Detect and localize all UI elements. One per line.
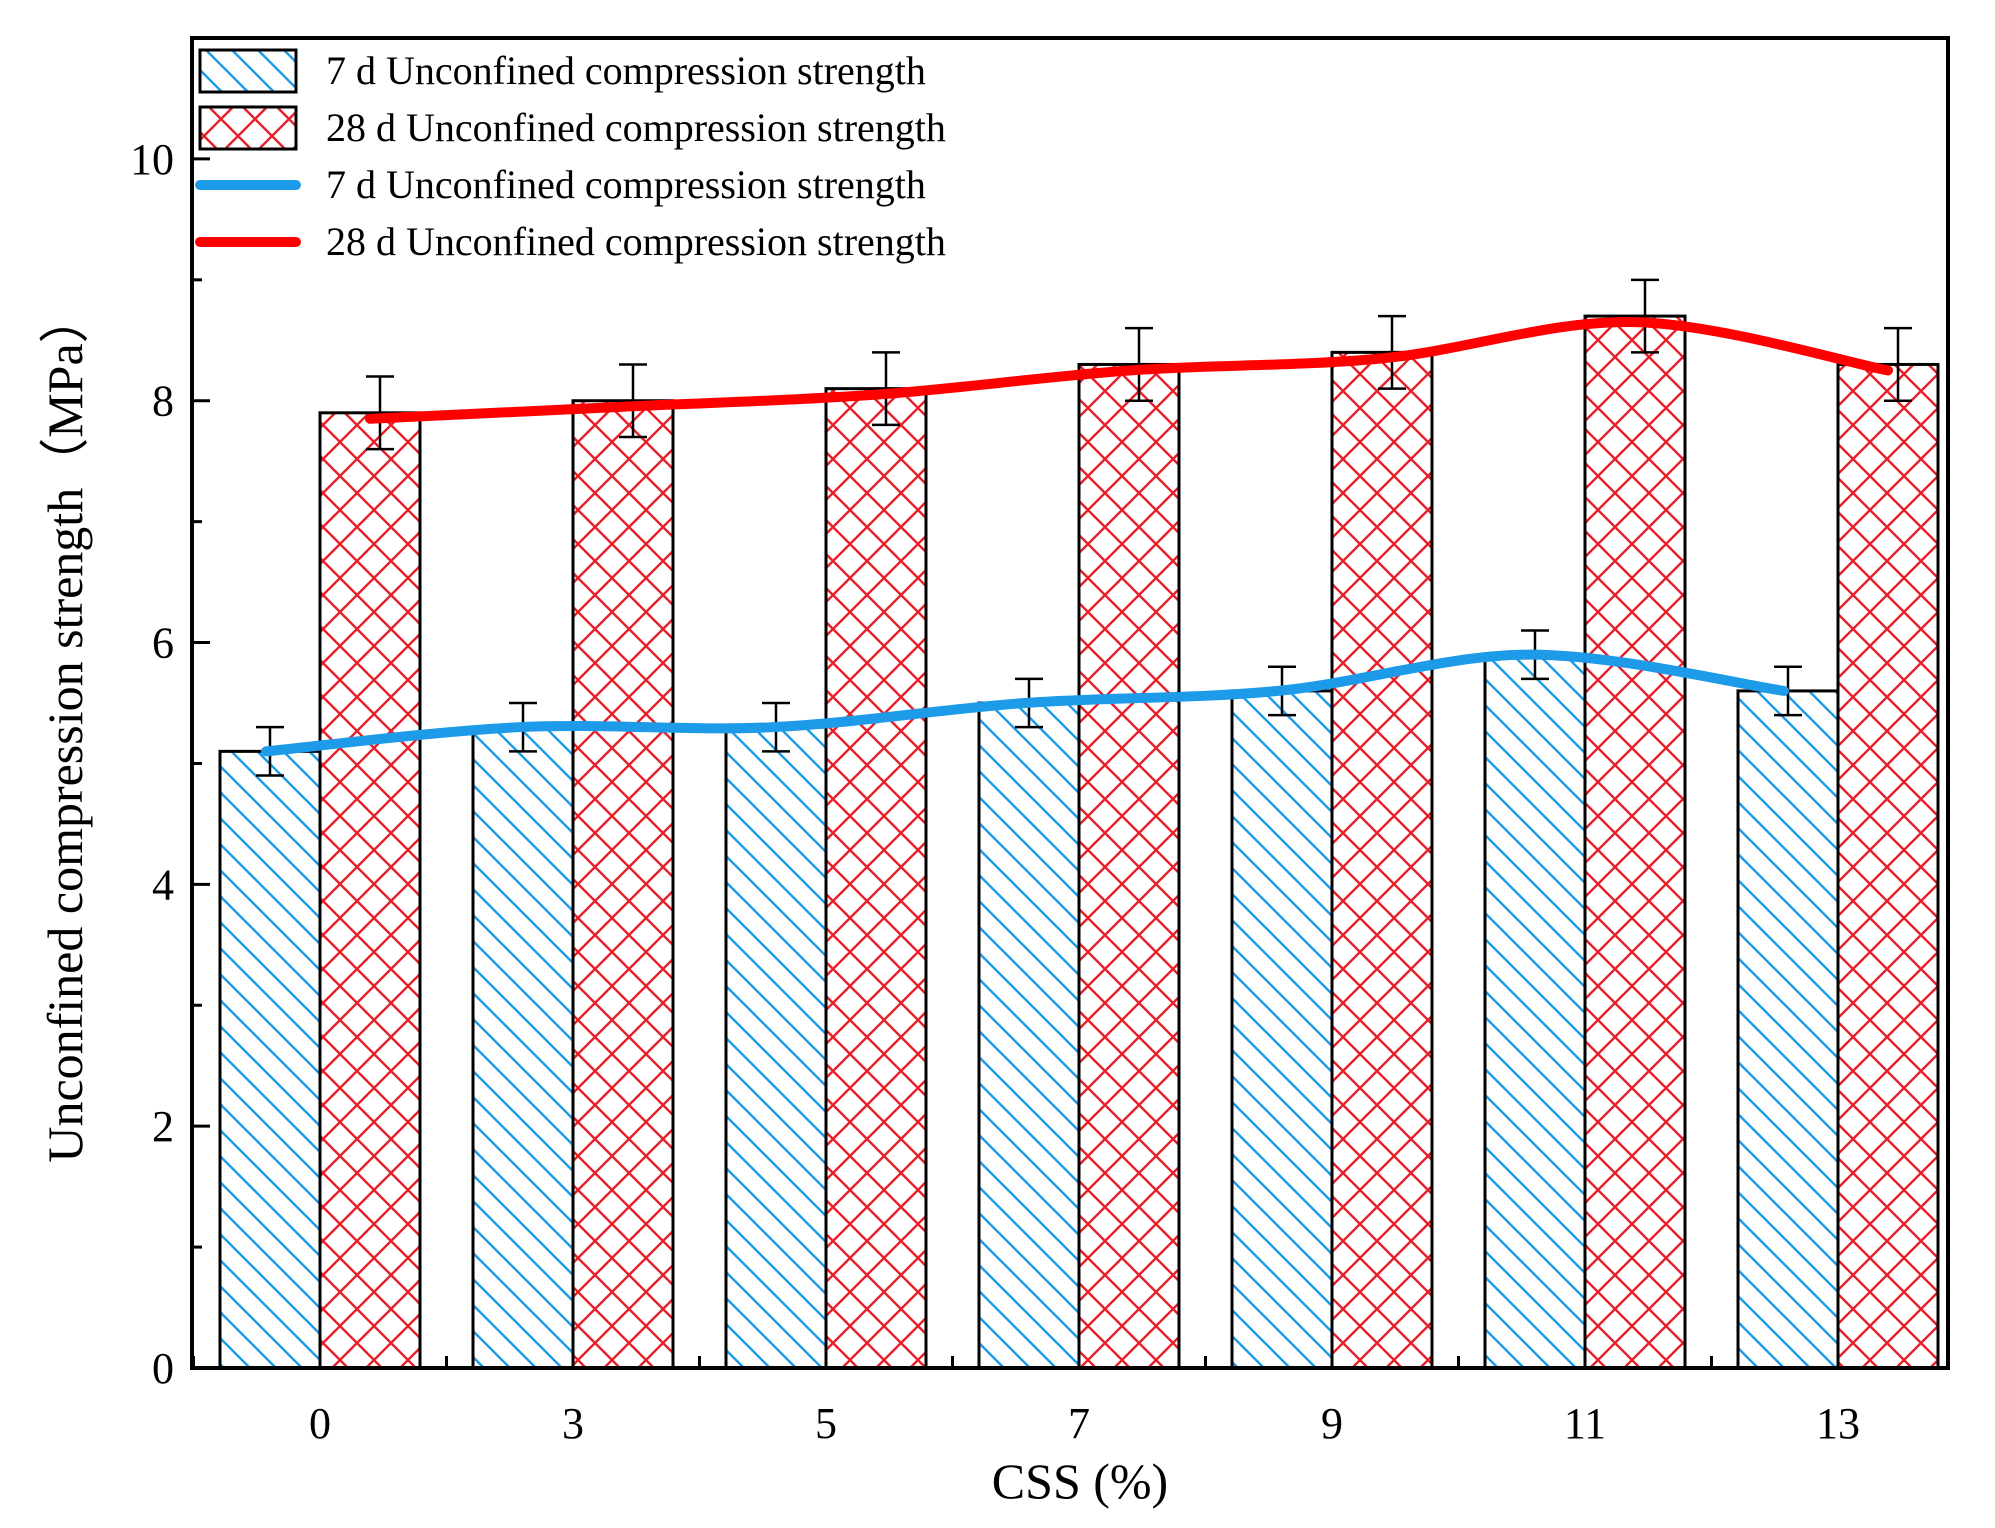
bar-7d-css-3 <box>471 725 575 1370</box>
bar-7d-css-13 <box>1736 689 1840 1370</box>
plot-frame <box>190 36 1950 1370</box>
legend-label: 28 d Unconfined compression strength <box>326 105 946 150</box>
legend-entry-3: 7 d Unconfined compression strength <box>195 162 926 207</box>
x-axis-title: CSS (%) <box>992 1453 1168 1509</box>
bars-layer <box>218 314 1940 1370</box>
x-tick-label: 13 <box>1816 1399 1860 1448</box>
x-tick-label: 0 <box>309 1399 331 1448</box>
error-bar-28d-css-3 <box>619 363 647 439</box>
bar-28d-css-0 <box>318 411 422 1370</box>
error-bar-28d-css-5 <box>872 351 900 427</box>
bar-28d-css-3 <box>571 399 675 1370</box>
legend-label: 7 d Unconfined compression strength <box>326 48 926 93</box>
x-tick-label: 9 <box>1321 1399 1343 1448</box>
y-tick-label: 2 <box>152 1102 174 1151</box>
y-tick-label: 4 <box>152 860 174 909</box>
error-bar-28d-css-11 <box>1631 278 1659 354</box>
bar-7d-css-0 <box>218 749 322 1370</box>
trend-lines-layer <box>261 317 1893 757</box>
x-tick-label: 7 <box>1068 1399 1090 1448</box>
y-tick-label: 6 <box>152 619 174 668</box>
bar-28d-css-13 <box>1836 362 1940 1370</box>
y-tick-label: 10 <box>130 135 174 184</box>
legend: 7 d Unconfined compression strength 28 d … <box>195 48 946 264</box>
legend-label: 28 d Unconfined compression strength <box>326 219 946 264</box>
bar-7d-css-5 <box>724 725 828 1370</box>
y-tick-label: 8 <box>152 377 174 426</box>
x-tick-label: 5 <box>815 1399 837 1448</box>
error-bar-28d-css-7 <box>1125 326 1153 402</box>
legend-label: 7 d Unconfined compression strength <box>326 162 926 207</box>
bar-7d-css-9 <box>1230 689 1334 1370</box>
line-7d-trend <box>261 649 1789 757</box>
bar-7d-css-11 <box>1483 653 1587 1370</box>
x-tick-label: 3 <box>562 1399 584 1448</box>
legend-entry-1: 7 d Unconfined compression strength <box>198 48 926 94</box>
bar-28d-css-9 <box>1330 350 1434 1370</box>
legend-entry-4: 28 d Unconfined compression strength <box>195 219 946 264</box>
bar-28d-css-11 <box>1583 314 1687 1370</box>
bar-28d-css-5 <box>824 387 928 1370</box>
legend-swatch <box>198 48 298 94</box>
line-28d-trend <box>365 317 1893 424</box>
y-axis-title: Unconfined compression strength（MPa） <box>37 293 93 1162</box>
y-tick-label: 0 <box>152 1344 174 1393</box>
bar-7d-css-7 <box>977 701 1081 1370</box>
error-bar-28d-css-0 <box>366 375 394 451</box>
error-bar-28d-css-13 <box>1884 326 1912 402</box>
axes-layer: 0 2 4 6 8 10 0 3 5 7 9 11 13 <box>130 36 1860 1448</box>
bar-28d-css-7 <box>1077 362 1181 1370</box>
x-tick-label: 11 <box>1564 1399 1606 1448</box>
legend-entry-2: 28 d Unconfined compression strength <box>198 105 946 151</box>
legend-swatch <box>198 105 298 151</box>
